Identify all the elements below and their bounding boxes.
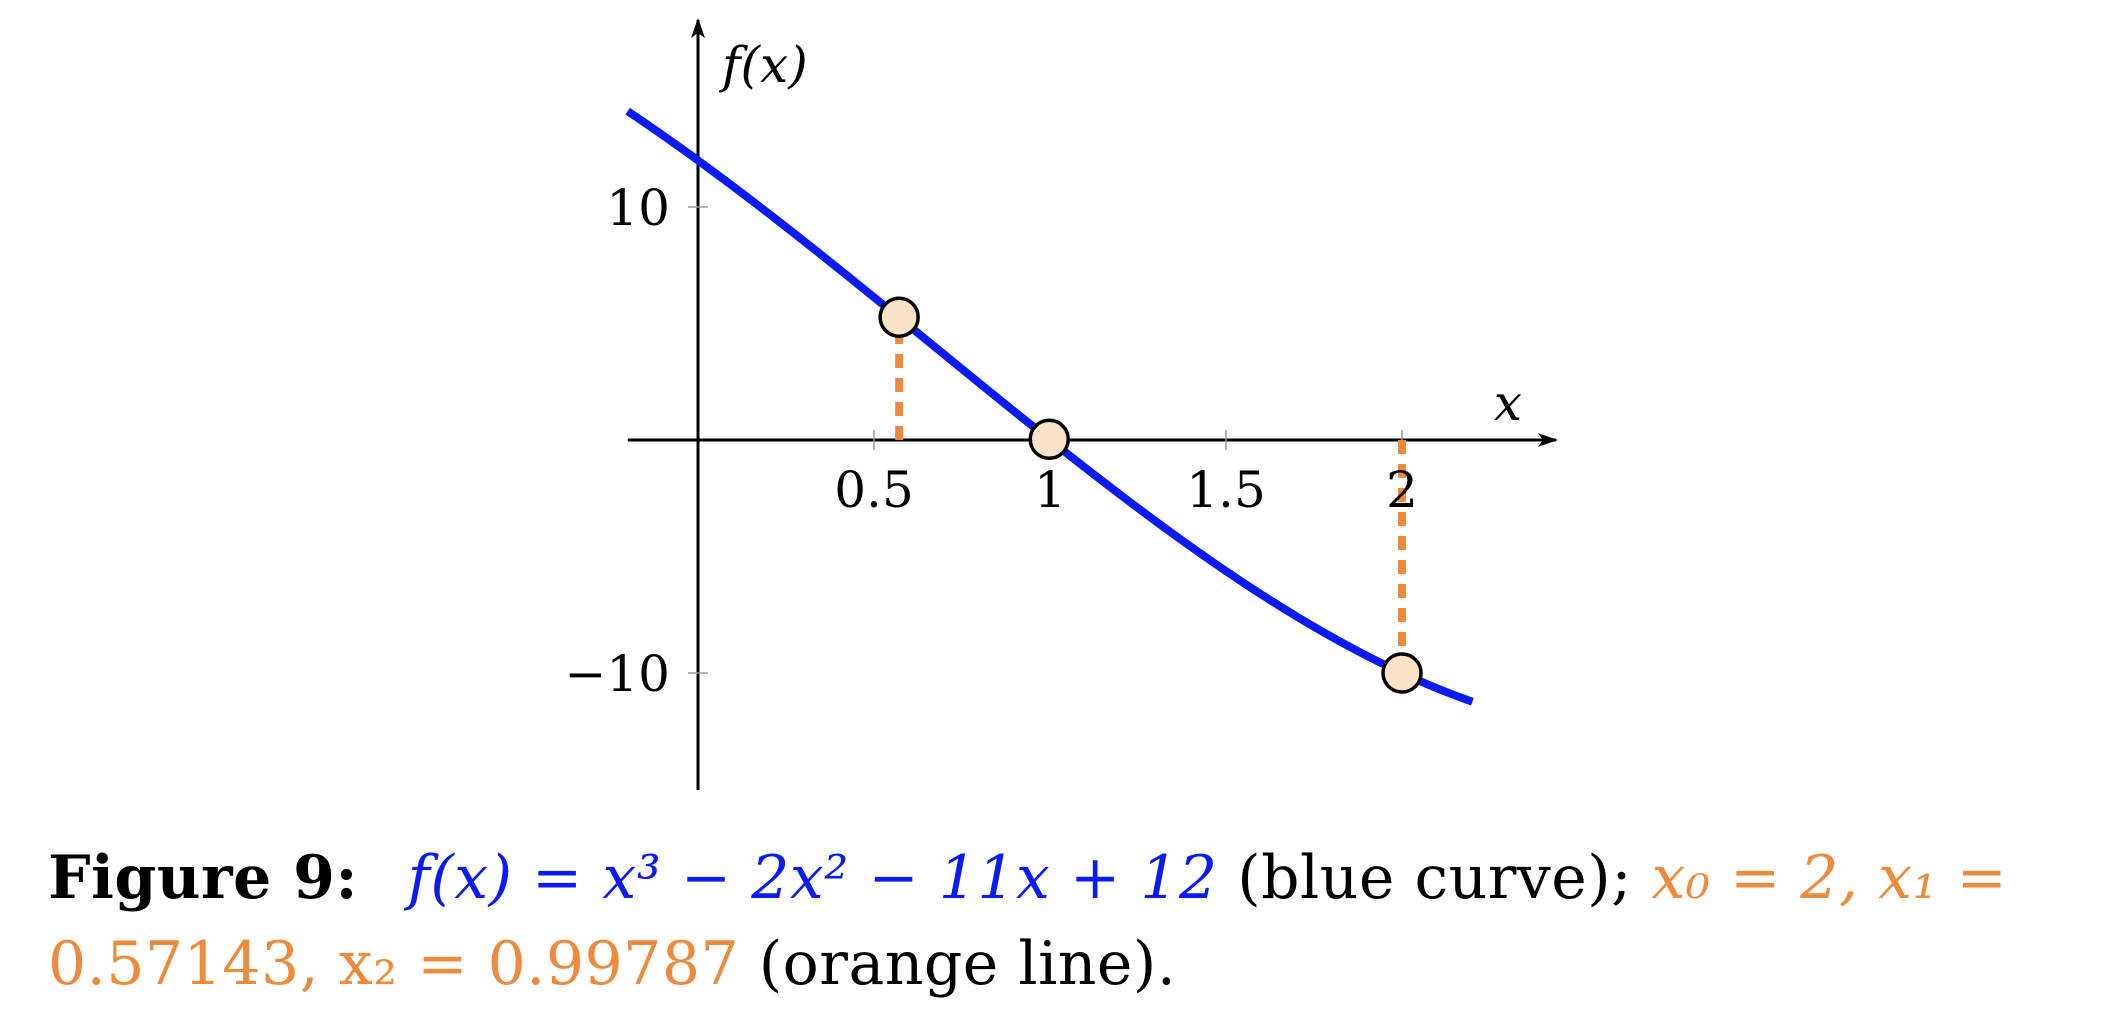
caption-iterates-line1: x₀ = 2, x₁ = (1651, 843, 2008, 913)
x-axis-label: x (1494, 374, 1522, 432)
x-tick-label: 0.5 (834, 461, 914, 519)
figure-caption: Figure 9: f(x) = x³ − 2x² − 11x + 12 (bl… (48, 835, 2088, 1007)
y-tick-label: 10 (606, 179, 670, 237)
iterate-point (878, 296, 920, 338)
blue-curve (625, 107, 1474, 706)
iterate-point (1028, 418, 1071, 461)
caption-line-note: (orange line). (758, 929, 1177, 999)
y-tick-label: −10 (564, 645, 670, 703)
caption-function: f(x) = x³ − 2x² − 11x + 12 (407, 843, 1218, 913)
y-axis-label: f(x) (718, 36, 808, 94)
x-tick-label: 1 (1034, 461, 1066, 519)
x-tick-label: 1.5 (1186, 461, 1266, 519)
figure-label: Figure 9: (48, 843, 359, 913)
caption-iterates-line2: 0.57143, x₂ = 0.99787 (48, 929, 740, 999)
iterate-point (1381, 652, 1423, 694)
chart: 0.5 1 1.5 2 10 −10 x f(x) (564, 18, 1558, 790)
caption-curve-note: (blue curve); (1237, 843, 1632, 913)
x-tick-label: 2 (1386, 461, 1418, 519)
